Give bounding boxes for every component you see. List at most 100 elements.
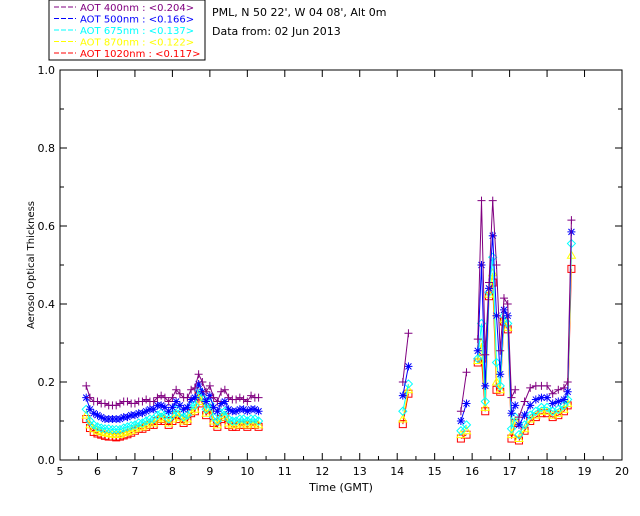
data-point [217, 387, 226, 396]
data-point [183, 403, 192, 412]
data-point [488, 196, 497, 205]
data-point [164, 397, 173, 406]
data-point [100, 424, 110, 434]
data-point [525, 410, 535, 420]
data-point [160, 414, 170, 423]
legend-label: AOT 500nm : <0.166> [80, 15, 194, 26]
data-point [514, 420, 523, 429]
data-point [231, 419, 241, 429]
data-point [178, 415, 189, 425]
data-point [514, 429, 524, 440]
x-tick-label: 19 [578, 465, 592, 478]
data-point [107, 424, 118, 435]
series-line [460, 403, 467, 422]
y-tick-label: 0.8 [38, 142, 56, 155]
y-tick-label: 0.2 [38, 376, 56, 389]
data-point [456, 426, 466, 436]
data-point [175, 401, 184, 410]
data-point [235, 414, 245, 424]
site-info: PML, N 50 22', W 04 08', Alt 0m [212, 6, 386, 19]
data-point [194, 370, 203, 379]
data-point [187, 385, 196, 394]
series-line [460, 372, 467, 412]
data-point [510, 415, 521, 425]
data-point [242, 416, 253, 426]
series-aot-500nm-0-166- [82, 227, 576, 429]
data-point [404, 362, 413, 371]
data-point [506, 424, 517, 434]
data-point [145, 414, 155, 424]
data-point [130, 420, 140, 430]
data-point [492, 261, 501, 269]
data-point [253, 416, 264, 426]
series-line [460, 424, 467, 432]
data-point [187, 395, 196, 404]
data-point [103, 424, 114, 434]
data-point [484, 278, 493, 287]
data-point [242, 419, 253, 429]
data-point [253, 419, 264, 429]
data-point [138, 409, 147, 418]
data-point [481, 381, 490, 390]
data-point [499, 294, 508, 303]
data-point [157, 401, 166, 410]
data-point [531, 395, 540, 404]
data-point [495, 381, 505, 391]
data-point [88, 423, 99, 433]
data-point [85, 405, 94, 414]
x-axis-label: Time (GMT) [308, 481, 373, 494]
x-tick-label: 16 [465, 465, 479, 478]
data-point [398, 420, 407, 429]
data-point [190, 400, 200, 411]
data-point [82, 381, 91, 390]
data-point [559, 383, 568, 392]
data-point [157, 391, 166, 400]
x-tick-label: 15 [428, 465, 442, 478]
data-point [220, 385, 229, 394]
series-line [402, 393, 409, 425]
data-point [543, 393, 552, 402]
data-point [126, 425, 137, 435]
data-point [503, 300, 512, 308]
legend-label: AOT 1020nm : <0.117> [80, 49, 200, 60]
data-point [238, 417, 249, 427]
data-point [526, 383, 535, 392]
data-point [168, 403, 177, 412]
data-point [224, 405, 233, 414]
data-point [190, 383, 199, 392]
data-point [138, 397, 147, 406]
data-point [398, 391, 407, 400]
data-point [179, 405, 188, 414]
data-point [239, 405, 248, 414]
x-tick-label: 11 [278, 465, 292, 478]
data-point [156, 412, 167, 421]
series-line [402, 383, 409, 412]
data-point [182, 414, 193, 423]
data-point [212, 419, 223, 429]
data-point [473, 353, 483, 364]
data-point [152, 410, 163, 420]
data-point [112, 401, 121, 410]
data-point [130, 399, 139, 408]
data-point [232, 395, 241, 404]
series-line [402, 366, 409, 396]
data-point [93, 411, 102, 420]
data-point [473, 335, 482, 344]
data-point [531, 406, 541, 416]
x-tick-label: 12 [315, 465, 329, 478]
legend-label: AOT 870nm : <0.122> [80, 38, 194, 49]
data-point [201, 408, 211, 417]
data-point [178, 412, 189, 422]
data-point [488, 231, 497, 240]
data-point [510, 412, 520, 422]
data-point [548, 399, 557, 408]
data-point [100, 399, 109, 408]
data-point [403, 384, 414, 394]
data-point [182, 410, 193, 420]
data-point [153, 393, 162, 402]
data-point [554, 397, 563, 406]
data-point [209, 403, 218, 412]
data-point [85, 393, 94, 402]
date-info: Data from: 02 Jun 2013 [212, 25, 341, 38]
